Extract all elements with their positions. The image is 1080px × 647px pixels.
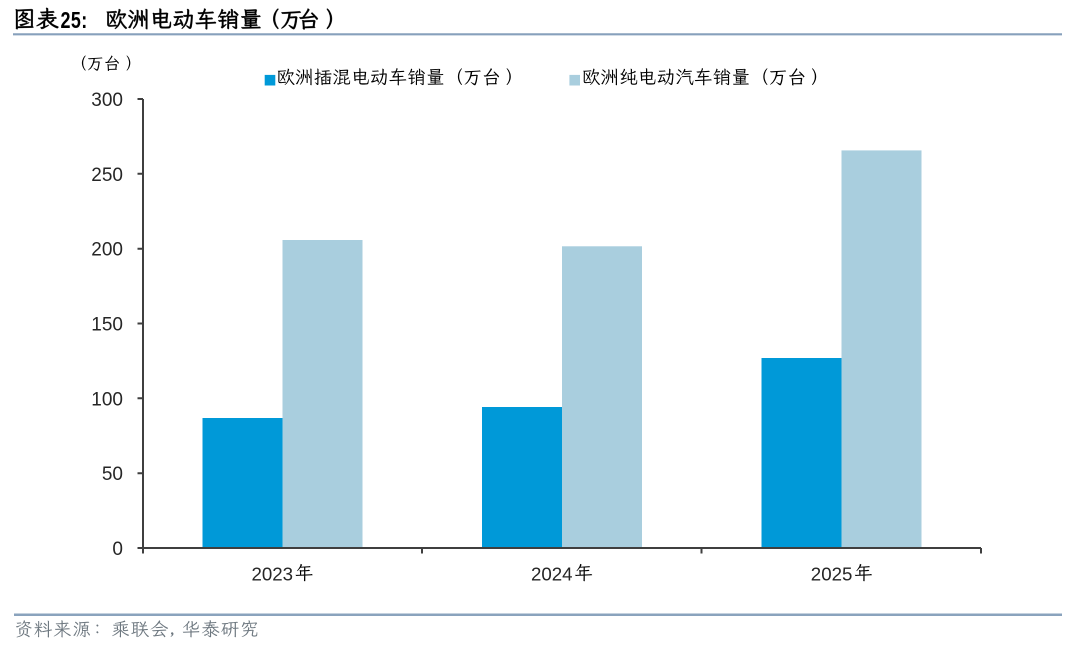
- svg-text:150: 150: [91, 315, 123, 336]
- svg-text:50: 50: [102, 464, 123, 485]
- svg-text:0: 0: [112, 539, 123, 560]
- svg-text:100: 100: [91, 389, 123, 410]
- svg-text:2023: 2023: [252, 564, 294, 585]
- svg-text:300: 300: [91, 90, 123, 111]
- svg-text:250: 250: [91, 165, 123, 186]
- svg-text:25:: 25:: [61, 8, 88, 34]
- svg-text:2024: 2024: [531, 564, 573, 585]
- svg-text:200: 200: [91, 240, 123, 261]
- svg-text:2025: 2025: [811, 564, 853, 585]
